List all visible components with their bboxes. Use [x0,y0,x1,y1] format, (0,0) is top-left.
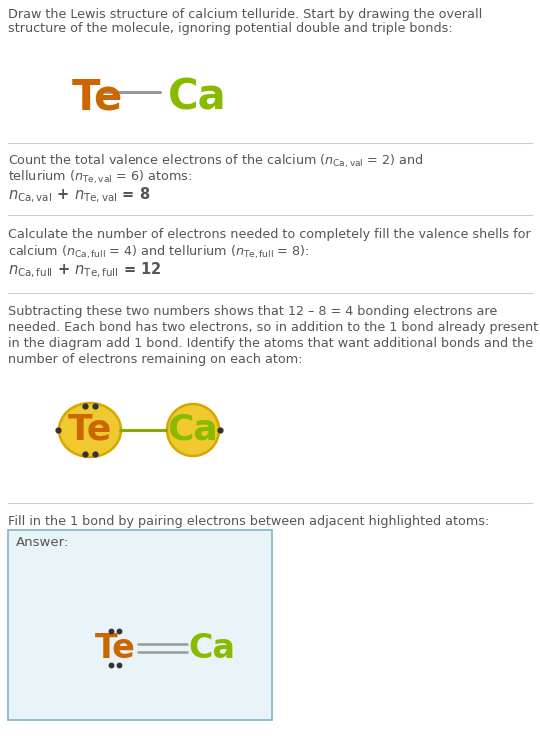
Ellipse shape [59,403,121,457]
Text: Te: Te [68,413,112,447]
Text: Te: Te [72,76,123,118]
Text: Ca: Ca [168,76,227,118]
Text: $n_\mathrm{Ca,val}$ + $n_\mathrm{Te,val}$ = 8: $n_\mathrm{Ca,val}$ + $n_\mathrm{Te,val}… [8,186,151,205]
Text: Answer:: Answer: [16,536,69,549]
FancyBboxPatch shape [8,530,272,720]
Text: tellurium ($n_\mathrm{Te,val}$ = 6) atoms:: tellurium ($n_\mathrm{Te,val}$ = 6) atom… [8,169,192,186]
Text: in the diagram add 1 bond. Identify the atoms that want additional bonds and the: in the diagram add 1 bond. Identify the … [8,337,533,350]
Text: $n_\mathrm{Ca,full}$ + $n_\mathrm{Te,full}$ = 12: $n_\mathrm{Ca,full}$ + $n_\mathrm{Te,ful… [8,261,161,280]
Text: structure of the molecule, ignoring potential double and triple bonds:: structure of the molecule, ignoring pote… [8,22,453,35]
Text: Ca: Ca [167,413,218,447]
Circle shape [167,404,219,456]
Text: Draw the Lewis structure of calcium telluride. Start by drawing the overall: Draw the Lewis structure of calcium tell… [8,8,482,21]
Text: Count the total valence electrons of the calcium ($n_\mathrm{Ca,val}$ = 2) and: Count the total valence electrons of the… [8,153,423,170]
Text: Fill in the 1 bond by pairing electrons between adjacent highlighted atoms:: Fill in the 1 bond by pairing electrons … [8,515,489,528]
Text: calcium ($n_\mathrm{Ca,full}$ = 4) and tellurium ($n_\mathrm{Te,full}$ = 8):: calcium ($n_\mathrm{Ca,full}$ = 4) and t… [8,244,309,261]
Text: needed. Each bond has two electrons, so in addition to the 1 bond already presen: needed. Each bond has two electrons, so … [8,321,538,334]
Text: Calculate the number of electrons needed to completely fill the valence shells f: Calculate the number of electrons needed… [8,228,531,241]
Text: number of electrons remaining on each atom:: number of electrons remaining on each at… [8,353,302,366]
Text: Subtracting these two numbers shows that 12 – 8 = 4 bonding electrons are: Subtracting these two numbers shows that… [8,305,497,318]
Text: Ca: Ca [188,632,235,665]
Text: Te: Te [94,632,136,665]
